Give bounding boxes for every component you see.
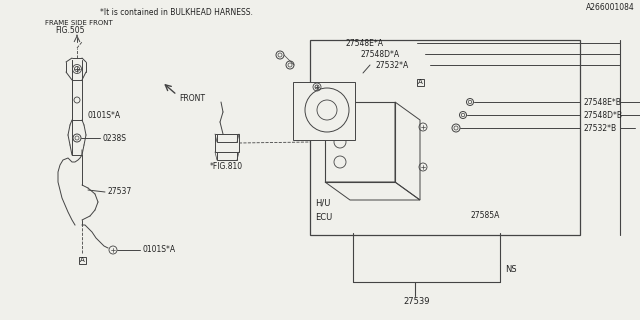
Text: NS: NS xyxy=(505,266,516,275)
Text: 27548D*A: 27548D*A xyxy=(360,50,399,59)
Text: FIG.505: FIG.505 xyxy=(55,26,84,35)
Text: 0238S: 0238S xyxy=(102,133,126,142)
Text: 27532*A: 27532*A xyxy=(375,60,408,69)
Text: ECU: ECU xyxy=(315,212,332,221)
Text: *It is contained in BULKHEAD HARNESS.: *It is contained in BULKHEAD HARNESS. xyxy=(100,7,253,17)
Bar xyxy=(215,134,239,152)
Text: 27537: 27537 xyxy=(107,188,131,196)
Bar xyxy=(325,102,395,182)
Text: 0101S*A: 0101S*A xyxy=(142,245,175,254)
Bar xyxy=(217,152,237,160)
Circle shape xyxy=(305,88,349,132)
Text: 27548E*A: 27548E*A xyxy=(345,38,383,47)
Text: 27548E*B: 27548E*B xyxy=(583,98,621,107)
Bar xyxy=(293,82,355,140)
Text: H/U: H/U xyxy=(315,198,330,207)
Text: 27585A: 27585A xyxy=(470,211,499,220)
Bar xyxy=(310,40,580,235)
Bar xyxy=(417,78,424,85)
Text: 27532*B: 27532*B xyxy=(583,124,616,132)
Text: FRONT: FRONT xyxy=(179,93,205,102)
Bar xyxy=(79,257,86,263)
Text: FRAME SIDE FRONT: FRAME SIDE FRONT xyxy=(45,20,113,26)
Text: A: A xyxy=(79,257,84,263)
Text: A266001084: A266001084 xyxy=(586,3,635,12)
Text: *FIG.810: *FIG.810 xyxy=(210,162,243,171)
Text: 27548D*B: 27548D*B xyxy=(583,110,622,119)
Bar xyxy=(217,134,237,142)
Text: 27539: 27539 xyxy=(403,298,429,307)
Text: 0101S*A: 0101S*A xyxy=(87,110,120,119)
Text: A: A xyxy=(418,79,422,85)
